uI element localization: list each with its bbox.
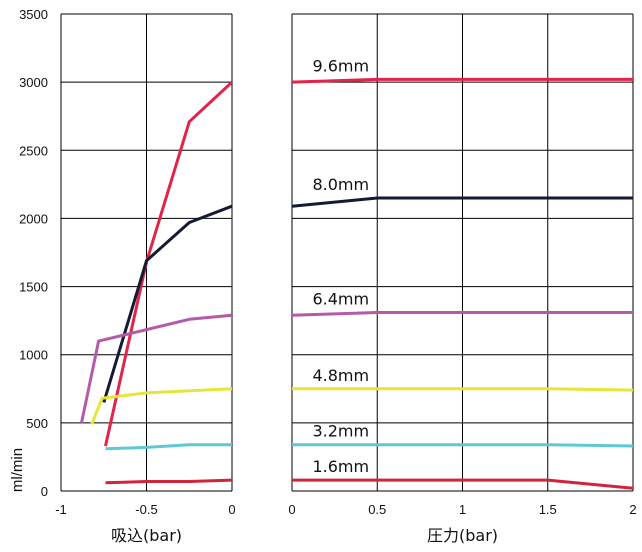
right-x-axis-title: 圧力(bar)	[427, 526, 498, 545]
left-series-line-3	[90, 387, 233, 425]
y-tick-label: 3500	[19, 7, 48, 22]
y-tick-label: 1000	[19, 348, 48, 363]
right-x-tick-label: 0.5	[368, 502, 386, 517]
series-label-9-6mm: 9.6mm	[312, 56, 369, 75]
suction-panel: -1 -0.5 0 吸込(bar)	[55, 13, 236, 545]
right-series-line-0	[291, 77, 633, 84]
y-tick-label: 3000	[19, 75, 48, 90]
left-series-line-4	[105, 443, 232, 451]
right-x-tick-label: 0	[288, 502, 295, 517]
series-label-1-6mm: 1.6mm	[312, 457, 369, 476]
left-x-axis-title: 吸込(bar)	[111, 526, 182, 545]
series-label-4-8mm: 4.8mm	[312, 366, 369, 385]
y-axis-title: ml/min	[9, 448, 26, 492]
right-series-line-4	[292, 443, 634, 448]
right-series-line-5	[292, 478, 634, 490]
left-series-line-5	[105, 478, 233, 485]
left-series-line-2	[80, 313, 233, 424]
right-x-tick-label: 2	[629, 502, 636, 517]
right-x-tick-label: 1.5	[539, 502, 557, 517]
y-tick-label: 500	[26, 416, 48, 431]
left-series-line-0	[104, 81, 234, 447]
series-label-8-0mm: 8.0mm	[312, 175, 369, 194]
left-x-tick-label: 0	[228, 502, 235, 517]
y-tick-label: 2000	[19, 211, 48, 226]
y-tick-label: 2500	[19, 143, 48, 158]
y-tick-label: 1500	[19, 280, 48, 295]
left-x-tick-label: -0.5	[135, 502, 157, 517]
pressure-panel: 0 0.5 1 1.5 2 圧力(bar) 9.6mm 8.0mm 6.4mm 4.8mm 3.2m…	[288, 13, 637, 545]
left-x-tick-label: -1	[55, 502, 67, 517]
right-series-line-1	[291, 196, 633, 208]
right-x-tick-label: 1	[459, 502, 466, 517]
series-label-6-4mm: 6.4mm	[312, 289, 369, 308]
y-axis: 0 500 1000 1500 2000 2500 3000 3500 ml/min	[9, 7, 48, 499]
left-series-line-1	[102, 204, 233, 403]
y-tick-label: 0	[41, 484, 48, 499]
series-label-3-2mm: 3.2mm	[312, 422, 369, 441]
right-series-line-3	[292, 387, 634, 392]
right-series-line-2	[291, 311, 633, 317]
